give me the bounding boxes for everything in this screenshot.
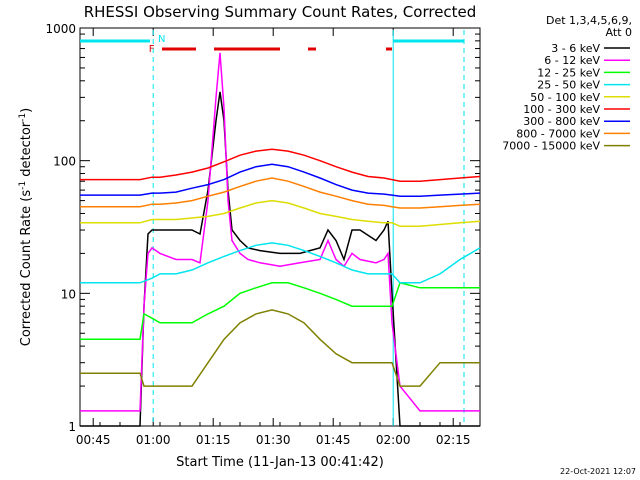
y-axis-label-main: Corrected Count Rate (s xyxy=(19,190,34,347)
legend-entry-label: 100 - 300 keV xyxy=(523,103,600,116)
chart-title: RHESSI Observing Summary Count Rates, Co… xyxy=(84,3,477,21)
legend-entry-label: 50 - 100 keV xyxy=(530,91,600,104)
y-tick-label: 100 xyxy=(53,155,76,169)
x-tick-label: 01:00 xyxy=(136,433,171,447)
series-line-0 xyxy=(80,91,480,427)
series-line-6 xyxy=(80,163,481,197)
x-tick-label: 02:15 xyxy=(436,433,471,447)
x-tick-label: 01:30 xyxy=(256,433,291,447)
series-line-3 xyxy=(80,242,481,284)
x-tick-label: 00:45 xyxy=(76,433,111,447)
legend-title-line1: Det 1,3,4,5,6,9, xyxy=(546,14,632,27)
y-axis-ticks: 1 10 100 1000 xyxy=(45,22,480,434)
legend-entry-label: 12 - 25 keV xyxy=(537,66,600,79)
legend-title-line2: Att 0 xyxy=(606,26,632,39)
n-flag-label: N xyxy=(158,34,165,45)
x-axis-label: Start Time (11-Jan-13 00:41:42) xyxy=(176,455,384,470)
series-line-2 xyxy=(80,281,480,341)
series-line-5 xyxy=(80,148,481,182)
y-axis-label-sup1: -1 xyxy=(18,181,28,190)
series-line-8 xyxy=(80,309,480,387)
legend-entry-label: 800 - 7000 keV xyxy=(516,127,600,140)
y-tick-label: 10 xyxy=(61,287,76,301)
y-axis-label-sup2: -1 xyxy=(18,113,28,122)
series-line-4 xyxy=(80,199,481,228)
x-axis-ticks: 00:45 01:00 01:15 01:30 01:45 02:00 02:15 xyxy=(76,28,481,447)
y-axis-label-end: ) xyxy=(19,108,34,113)
legend-entry-label: 3 - 6 keV xyxy=(551,42,600,55)
date-stamp: 22-Oct-2021 12:07 xyxy=(560,467,636,476)
legend-entry-label: 25 - 50 keV xyxy=(537,79,600,92)
legend-entry-label: 7000 - 15000 keV xyxy=(502,140,600,153)
y-axis-label: Corrected Count Rate (s-1 detector-1) xyxy=(18,108,34,346)
legend-entry-label: 6 - 12 keV xyxy=(544,54,600,67)
x-tick-label: 01:15 xyxy=(196,433,231,447)
series-line-1 xyxy=(80,52,480,412)
attenuator-flags: NF xyxy=(80,30,465,426)
x-tick-label: 02:00 xyxy=(376,433,411,447)
x-tick-label: 01:45 xyxy=(316,433,351,447)
f-flag-label: F xyxy=(149,44,155,55)
y-tick-label: 1000 xyxy=(45,22,76,36)
series-lines xyxy=(80,52,481,427)
legend-entry-label: 300 - 800 keV xyxy=(523,115,600,128)
series-line-7 xyxy=(80,177,481,209)
y-tick-label: 1 xyxy=(68,420,76,434)
y-axis-label-mid: detector xyxy=(19,121,34,181)
